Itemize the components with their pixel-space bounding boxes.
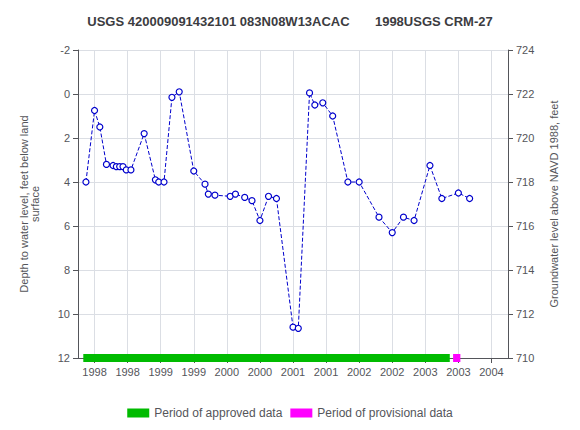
svg-text:710: 710 xyxy=(516,352,534,364)
svg-text:2003: 2003 xyxy=(446,366,470,378)
svg-text:724: 724 xyxy=(516,44,534,56)
svg-text:718: 718 xyxy=(516,176,534,188)
svg-text:4: 4 xyxy=(64,176,70,188)
svg-text:8: 8 xyxy=(64,264,70,276)
svg-text:1998: 1998 xyxy=(115,366,139,378)
svg-text:2000: 2000 xyxy=(248,366,272,378)
svg-text:712: 712 xyxy=(516,308,534,320)
svg-text:Depth to water level, feet bel: Depth to water level, feet below land xyxy=(17,115,30,293)
svg-text:2001: 2001 xyxy=(281,366,305,378)
svg-text:10: 10 xyxy=(58,308,70,320)
svg-text:722: 722 xyxy=(516,88,534,100)
svg-text:1999: 1999 xyxy=(182,366,206,378)
svg-text:1998: 1998 xyxy=(82,366,106,378)
svg-text:2002: 2002 xyxy=(347,366,371,378)
svg-text:2004: 2004 xyxy=(479,366,503,378)
svg-text:2: 2 xyxy=(64,132,70,144)
svg-text:2002: 2002 xyxy=(380,366,404,378)
svg-text:-2: -2 xyxy=(60,44,70,56)
svg-text:714: 714 xyxy=(516,264,534,276)
svg-text:12: 12 xyxy=(58,352,70,364)
svg-text:Period of provisional data: Period of provisional data xyxy=(317,406,453,420)
svg-text:1999: 1999 xyxy=(148,366,172,378)
svg-text:surface: surface xyxy=(29,186,41,222)
svg-text:2000: 2000 xyxy=(215,366,239,378)
svg-text:0: 0 xyxy=(64,88,70,100)
svg-text:2003: 2003 xyxy=(413,366,437,378)
svg-text:USGS 420009091432101 083N08W13: USGS 420009091432101 083N08W13ACAC 1998U… xyxy=(87,14,492,29)
svg-text:720: 720 xyxy=(516,132,534,144)
svg-text:Period of approved data: Period of approved data xyxy=(154,406,282,420)
svg-text:2001: 2001 xyxy=(314,366,338,378)
svg-text:6: 6 xyxy=(64,220,70,232)
svg-text:Groundwater level above NAVD 1: Groundwater level above NAVD 1988, feet xyxy=(548,100,560,307)
svg-text:716: 716 xyxy=(516,220,534,232)
